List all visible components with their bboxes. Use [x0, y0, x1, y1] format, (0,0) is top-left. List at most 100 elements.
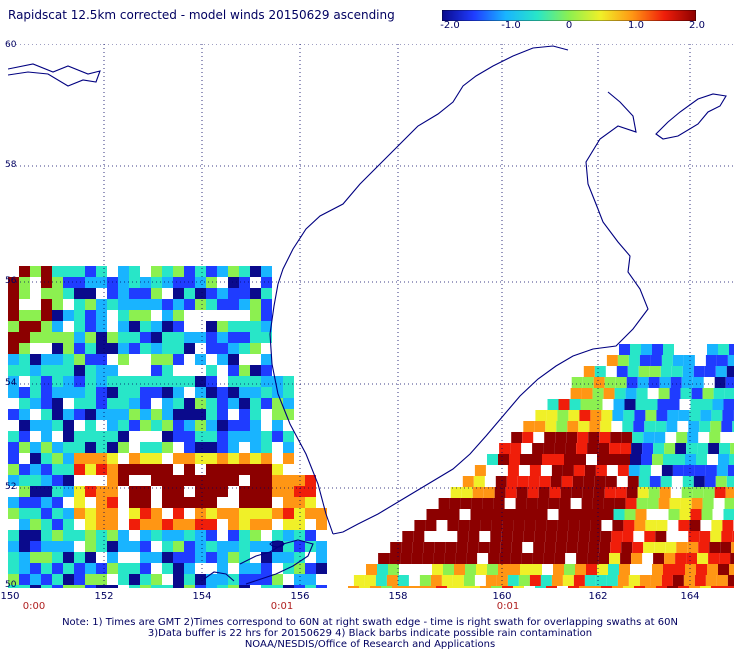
data-cell — [554, 553, 566, 564]
data-cell — [85, 552, 96, 563]
data-cell — [581, 388, 593, 399]
data-cell — [8, 552, 19, 563]
data-cell — [228, 288, 239, 299]
data-cell — [543, 443, 555, 454]
data-cell — [195, 585, 206, 588]
data-cell — [685, 564, 696, 575]
data-cell — [554, 443, 566, 454]
data-cell — [96, 497, 107, 508]
data-cell — [316, 541, 327, 552]
data-cell — [729, 454, 734, 465]
data-cell — [637, 487, 649, 498]
data-cell — [41, 409, 52, 420]
data-cell — [507, 465, 519, 476]
data-cell — [702, 498, 714, 509]
data-cell — [447, 520, 459, 531]
data-cell — [658, 388, 670, 399]
data-cell — [30, 332, 41, 343]
data-cell — [551, 575, 563, 586]
data-cell — [294, 486, 305, 497]
data-cell — [652, 564, 663, 575]
data-cell — [250, 266, 261, 277]
data-cell — [533, 542, 545, 553]
data-cell — [96, 376, 107, 387]
data-cell — [478, 542, 490, 553]
data-cell — [532, 553, 544, 564]
data-cell — [19, 530, 30, 541]
data-cell — [195, 376, 206, 387]
data-cell — [52, 464, 63, 475]
data-cell — [239, 321, 250, 332]
coastline-path — [269, 540, 285, 548]
data-cell — [52, 552, 63, 563]
data-cell — [239, 431, 250, 442]
data-cell — [617, 465, 629, 476]
data-cell — [250, 508, 261, 519]
data-cell — [118, 409, 129, 420]
data-cell — [499, 443, 511, 454]
data-cell — [162, 343, 173, 354]
data-cell — [558, 509, 570, 520]
data-cell — [283, 376, 294, 387]
data-cell — [261, 376, 272, 387]
data-cell — [666, 421, 678, 432]
data-cell — [140, 541, 151, 552]
data-cell — [63, 541, 74, 552]
data-cell — [151, 354, 162, 365]
data-cell — [118, 343, 129, 354]
data-cell — [118, 431, 129, 442]
data-cell — [250, 519, 261, 530]
data-cell — [19, 552, 30, 563]
data-cell — [544, 542, 556, 553]
data-cell — [184, 530, 195, 541]
data-cell — [645, 520, 657, 531]
data-cell — [52, 508, 63, 519]
data-cell — [722, 520, 734, 531]
data-cell — [41, 464, 52, 475]
data-cell — [217, 431, 228, 442]
data-cell — [525, 509, 537, 520]
data-cell — [675, 443, 687, 454]
data-cell — [8, 475, 19, 486]
data-cell — [118, 266, 129, 277]
data-cell — [173, 519, 184, 530]
data-cell — [414, 520, 426, 531]
data-cell — [709, 542, 721, 553]
data-cell — [140, 409, 151, 420]
data-cell — [531, 564, 542, 575]
data-cell — [599, 432, 611, 443]
data-cell — [577, 432, 589, 443]
data-cell — [107, 409, 118, 420]
data-cell — [667, 586, 678, 588]
data-cell — [140, 530, 151, 541]
data-cell — [228, 585, 239, 588]
data-cell — [228, 332, 239, 343]
data-cell — [8, 585, 19, 588]
data-cell — [587, 553, 599, 564]
data-cell — [498, 564, 509, 575]
data-cell — [195, 442, 206, 453]
data-cell — [500, 542, 512, 553]
data-cell — [565, 443, 577, 454]
data-cell — [118, 354, 129, 365]
data-cell — [584, 575, 596, 586]
data-cell — [305, 563, 316, 574]
data-cell — [217, 475, 228, 486]
data-cell — [63, 409, 74, 420]
data-cell — [576, 443, 588, 454]
data-cell — [184, 288, 195, 299]
data-cell — [578, 421, 590, 432]
data-cell — [206, 343, 217, 354]
data-cell — [228, 541, 239, 552]
data-cell — [85, 365, 96, 376]
data-cell — [19, 508, 30, 519]
data-cell — [151, 420, 162, 431]
data-cell — [473, 476, 485, 487]
data-cell — [720, 542, 732, 553]
data-cell — [612, 410, 624, 421]
data-cell — [239, 409, 250, 420]
data-cell — [217, 266, 228, 277]
data-cell — [654, 432, 666, 443]
data-cell — [579, 410, 591, 421]
data-cell — [614, 498, 626, 509]
